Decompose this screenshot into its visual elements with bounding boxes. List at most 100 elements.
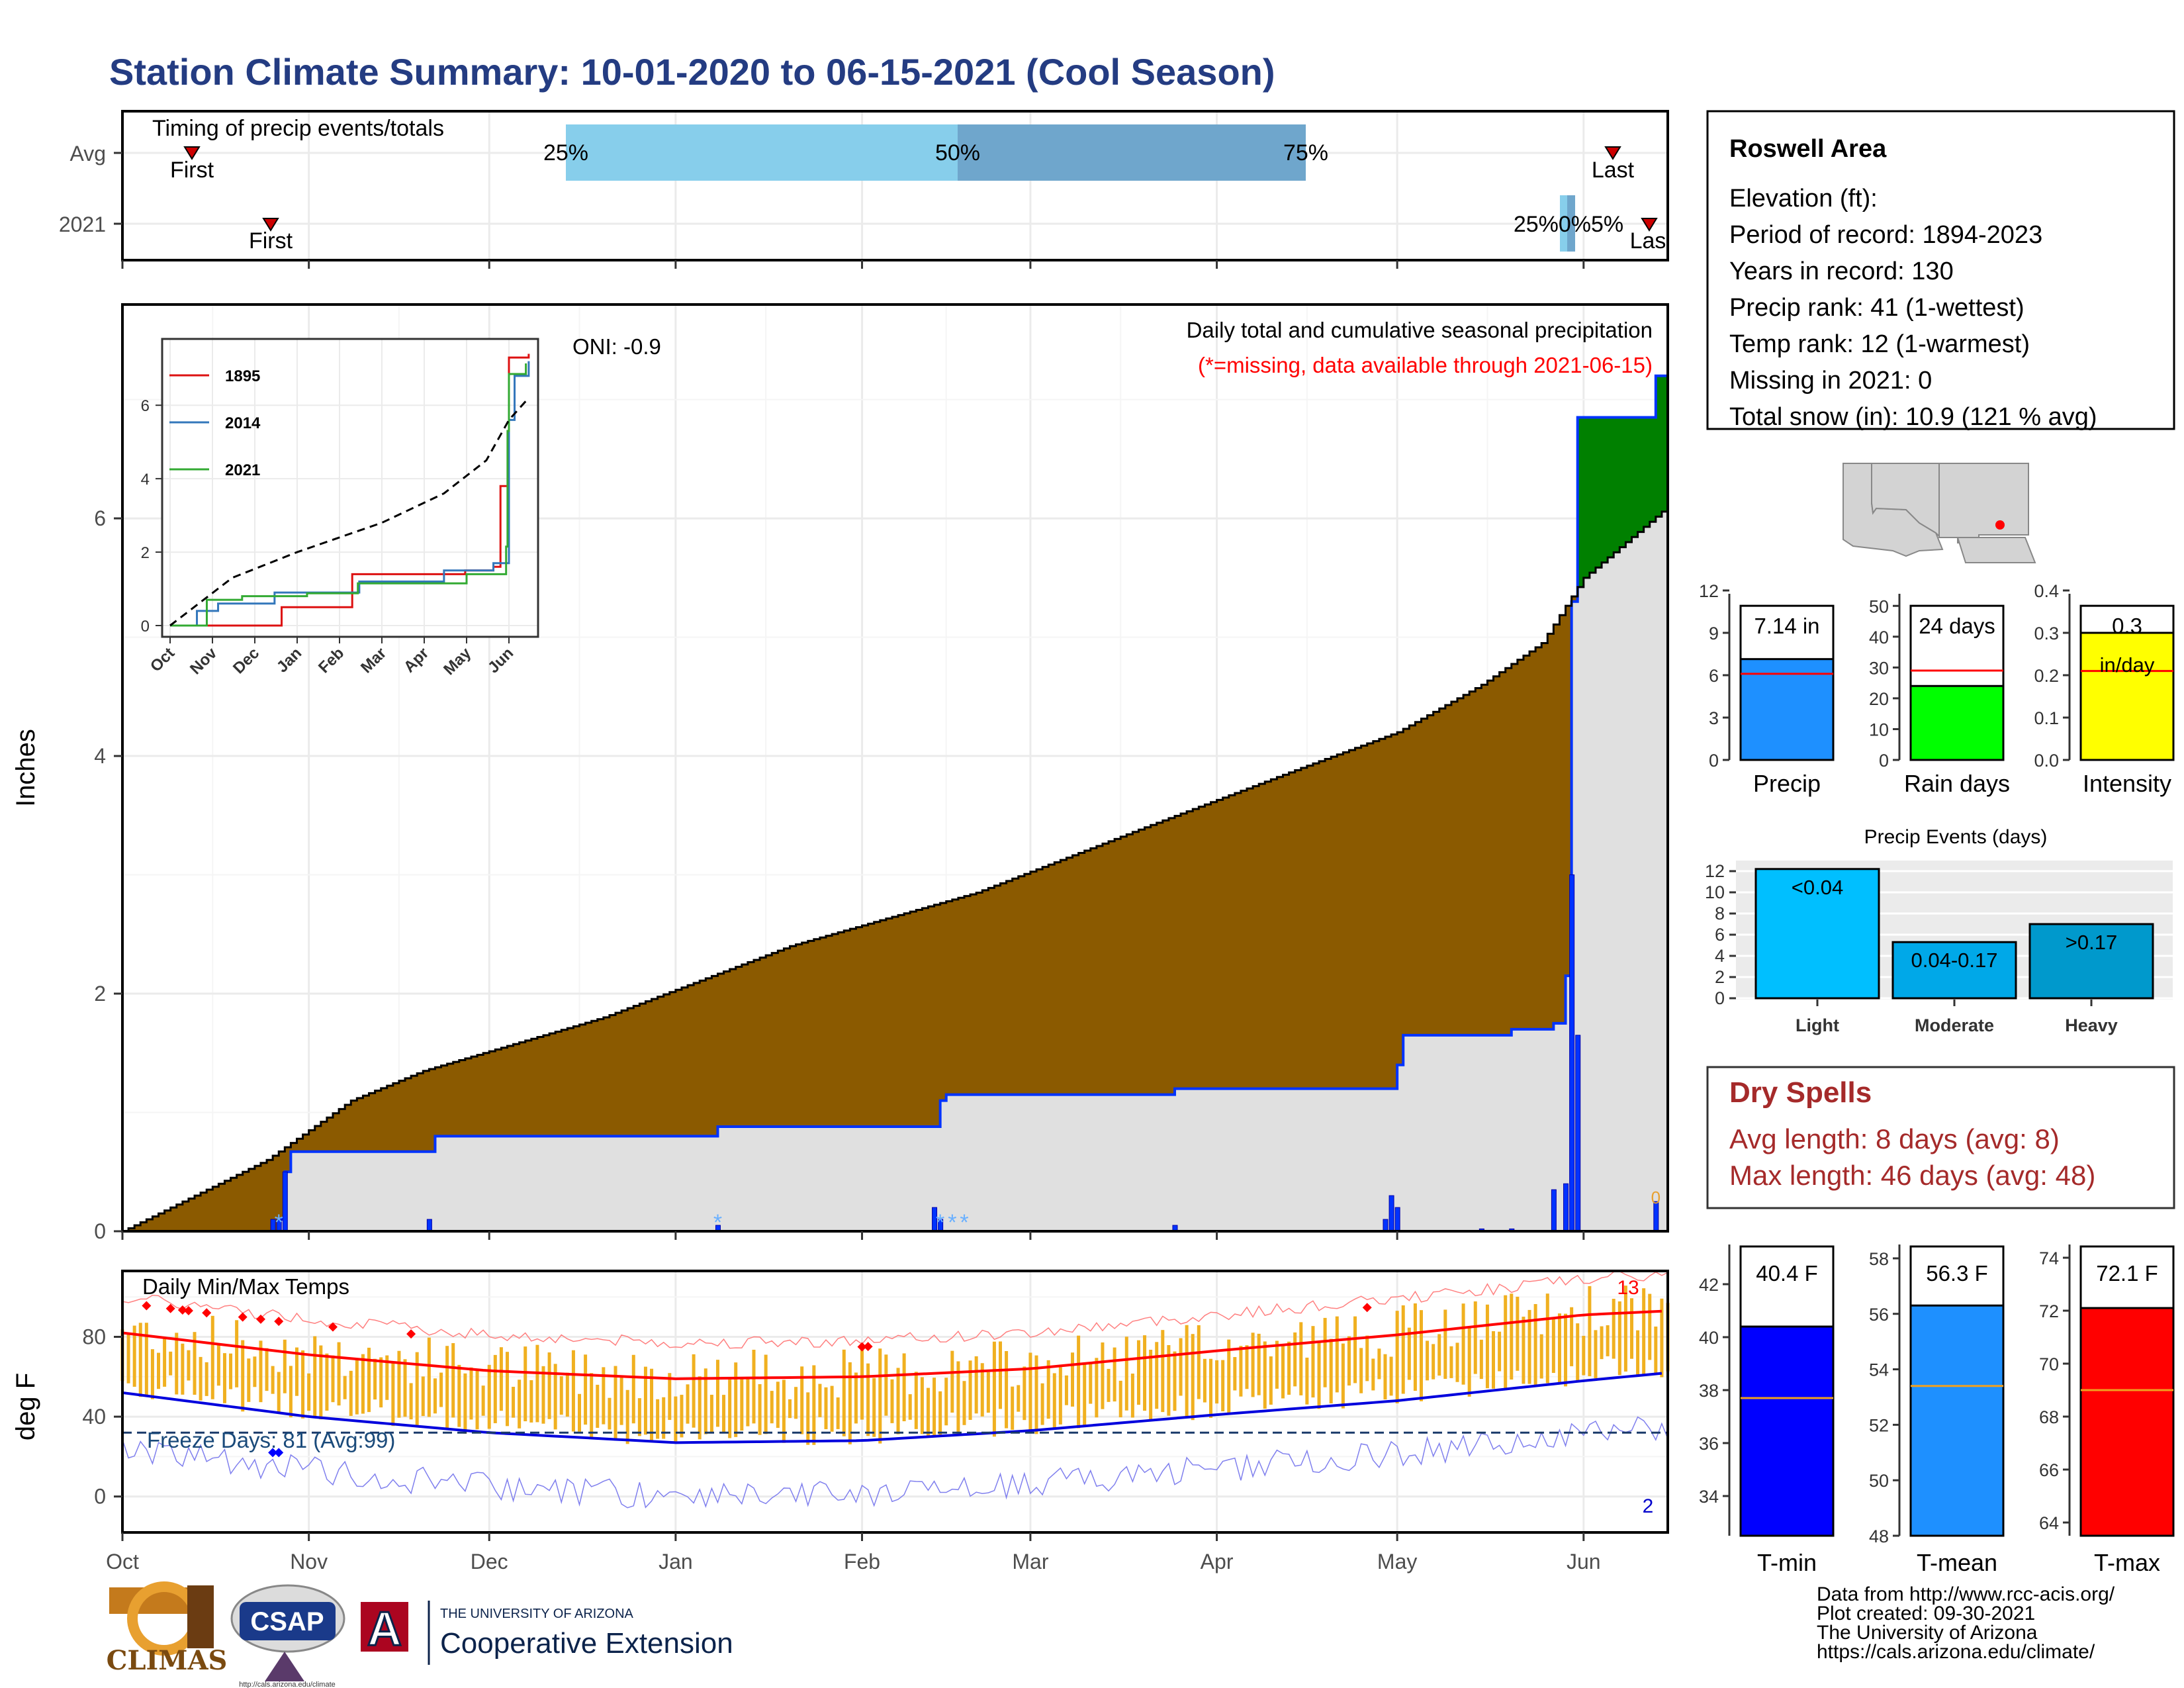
temp-range-bar-88 [650,1368,654,1442]
timing-panel-frame [121,110,1669,261]
avg-tmin-line [122,1372,1662,1444]
daily-precip-bar-2 [282,1171,288,1232]
record-high-marker-7 [274,1317,284,1327]
temp-summary-tick-label-0-3: 40 [1699,1328,1719,1348]
temp-range-bar-59 [475,1370,479,1430]
inset-frame [161,338,539,638]
temp-summary-label-0: T-min [1757,1549,1817,1576]
temp-range-bar-136 [938,1391,942,1436]
temp-range-bar-86 [637,1398,641,1436]
cur-last-label: Las [1630,228,1666,254]
freeze-days-label: Freeze Days: 81 (Avg:99) [147,1428,395,1452]
temp-range-bar-212 [1395,1311,1399,1404]
snow-marker-2: * [936,1210,944,1235]
temp-range-bar-166 [1118,1380,1122,1418]
ua-big-text: Cooperative Extension [440,1627,733,1660]
temp-record-markers [142,1301,1372,1458]
temp-range-bar-175 [1173,1351,1177,1411]
temp-range-bar-112 [794,1387,798,1419]
events-label-1: Moderate [1915,1015,1994,1035]
credit-line-3: The University of Arizona [1817,1622,2038,1644]
temp-range-bar-32 [313,1336,317,1418]
temp-range-bar-43 [379,1357,383,1408]
temp-range-bar-106 [758,1383,762,1435]
temp-range-bar-144 [986,1372,990,1413]
ua-letter: A [367,1603,402,1656]
station-line-7: Total snow (in): 10.9 (121 % avg) [1729,403,2097,431]
temp-range-bar-247 [1606,1325,1610,1356]
temp-range-bar-141 [968,1360,972,1420]
temp-range-bar-37 [343,1376,347,1399]
temp-range-bar-197 [1305,1357,1309,1405]
temp-range-bar-157 [1064,1375,1068,1405]
temp-panel: Daily Min/Max Temps Freeze Days: 81 (Avg… [11,1270,1670,1573]
temp-range-bar-66 [518,1380,522,1429]
temp-range-bar-233 [1522,1317,1525,1384]
temp-range-bar-178 [1191,1334,1195,1421]
csap-logo: CSAP http://cals.arizona.edu/climate [230,1584,345,1688]
daily-precip-bar-14 [1563,1183,1569,1232]
station-line-1: Elevation (ft): [1729,185,1878,212]
cur-timing-bar-hi [1567,195,1575,252]
record-high-marker-6 [255,1314,265,1324]
temp-range-bar-223 [1461,1303,1465,1385]
temp-range-bar-128 [890,1379,894,1423]
temp-panel-frame [121,1270,1669,1534]
temp-range-bar-76 [578,1393,582,1432]
avg-first-label: First [170,158,214,183]
pct-label-25: 25% [543,140,588,165]
temp-xtick-label-5: Mar [1012,1550,1048,1573]
temp-range-bar-125 [872,1378,876,1437]
temp-range-bar-215 [1413,1303,1417,1391]
precip-ytick-label-0: 0 [94,1219,106,1243]
temp-range-bar-219 [1437,1334,1441,1376]
temp-range-bar-40 [361,1354,365,1414]
map-state-bottom [1956,537,2036,563]
temp-summary-bar-2 [2079,1307,2175,1537]
temp-range-bar-240 [1564,1313,1568,1387]
temp-range-bar-173 [1161,1330,1165,1413]
inset-lines [169,353,530,627]
temp-range-bar-218 [1432,1344,1435,1380]
temp-range-bar-96 [698,1376,702,1440]
temp-range-bar-235 [1533,1304,1537,1387]
temp-range-bar-97 [704,1368,707,1434]
temp-range-bar-41 [367,1347,371,1413]
temp-range-bar-13 [199,1356,203,1401]
temp-range-bar-248 [1612,1299,1615,1359]
temp-range-bar-174 [1167,1344,1171,1416]
temp-range-bar-85 [631,1354,635,1424]
record-high-line [122,1270,1668,1349]
temp-range-bar-196 [1299,1322,1303,1395]
record-high-count: 13 [1617,1277,1639,1299]
temp-range-bar-11 [187,1350,191,1381]
temp-range-bar-177 [1185,1325,1189,1417]
temp-range-bar-104 [746,1378,750,1427]
temp-range-bar-195 [1293,1332,1297,1387]
temp-summary-tick-label-1-1: 50 [1869,1471,1889,1491]
summary-tick-label-0-2: 6 [1709,666,1719,686]
avg-cumulative-area [122,506,1668,1232]
temp-range-bar-221 [1449,1346,1453,1378]
temp-range-bar-238 [1551,1319,1555,1374]
temp-range-bar-239 [1557,1313,1561,1384]
temp-summary-tick-label-1-2: 52 [1869,1415,1889,1435]
events-label-2: Heavy [2065,1015,2118,1035]
temp-range-bar-57 [463,1373,467,1434]
temp-range-bar-81 [608,1397,612,1430]
temp-range-bar-24 [265,1348,269,1391]
temp-range-bar-27 [283,1339,287,1393]
temp-summary-bar-1 [1909,1304,2005,1537]
temp-summary-tick-label-0-0: 34 [1699,1487,1719,1507]
temp-range-bar-52 [433,1378,437,1414]
summary-tick-label-1-1: 10 [1869,720,1889,739]
temp-range-bar-211 [1389,1356,1393,1396]
temp-range-bar-10 [181,1343,185,1395]
daily-precip-bar-16 [1575,1035,1581,1232]
temp-range-bar-82 [614,1366,617,1441]
temp-xtick-label-6: Apr [1201,1550,1234,1573]
summary-tick-label-1-0: 0 [1879,751,1889,771]
daily-precip-bar-10 [1394,1207,1400,1232]
temp-range-bar-126 [878,1348,882,1444]
